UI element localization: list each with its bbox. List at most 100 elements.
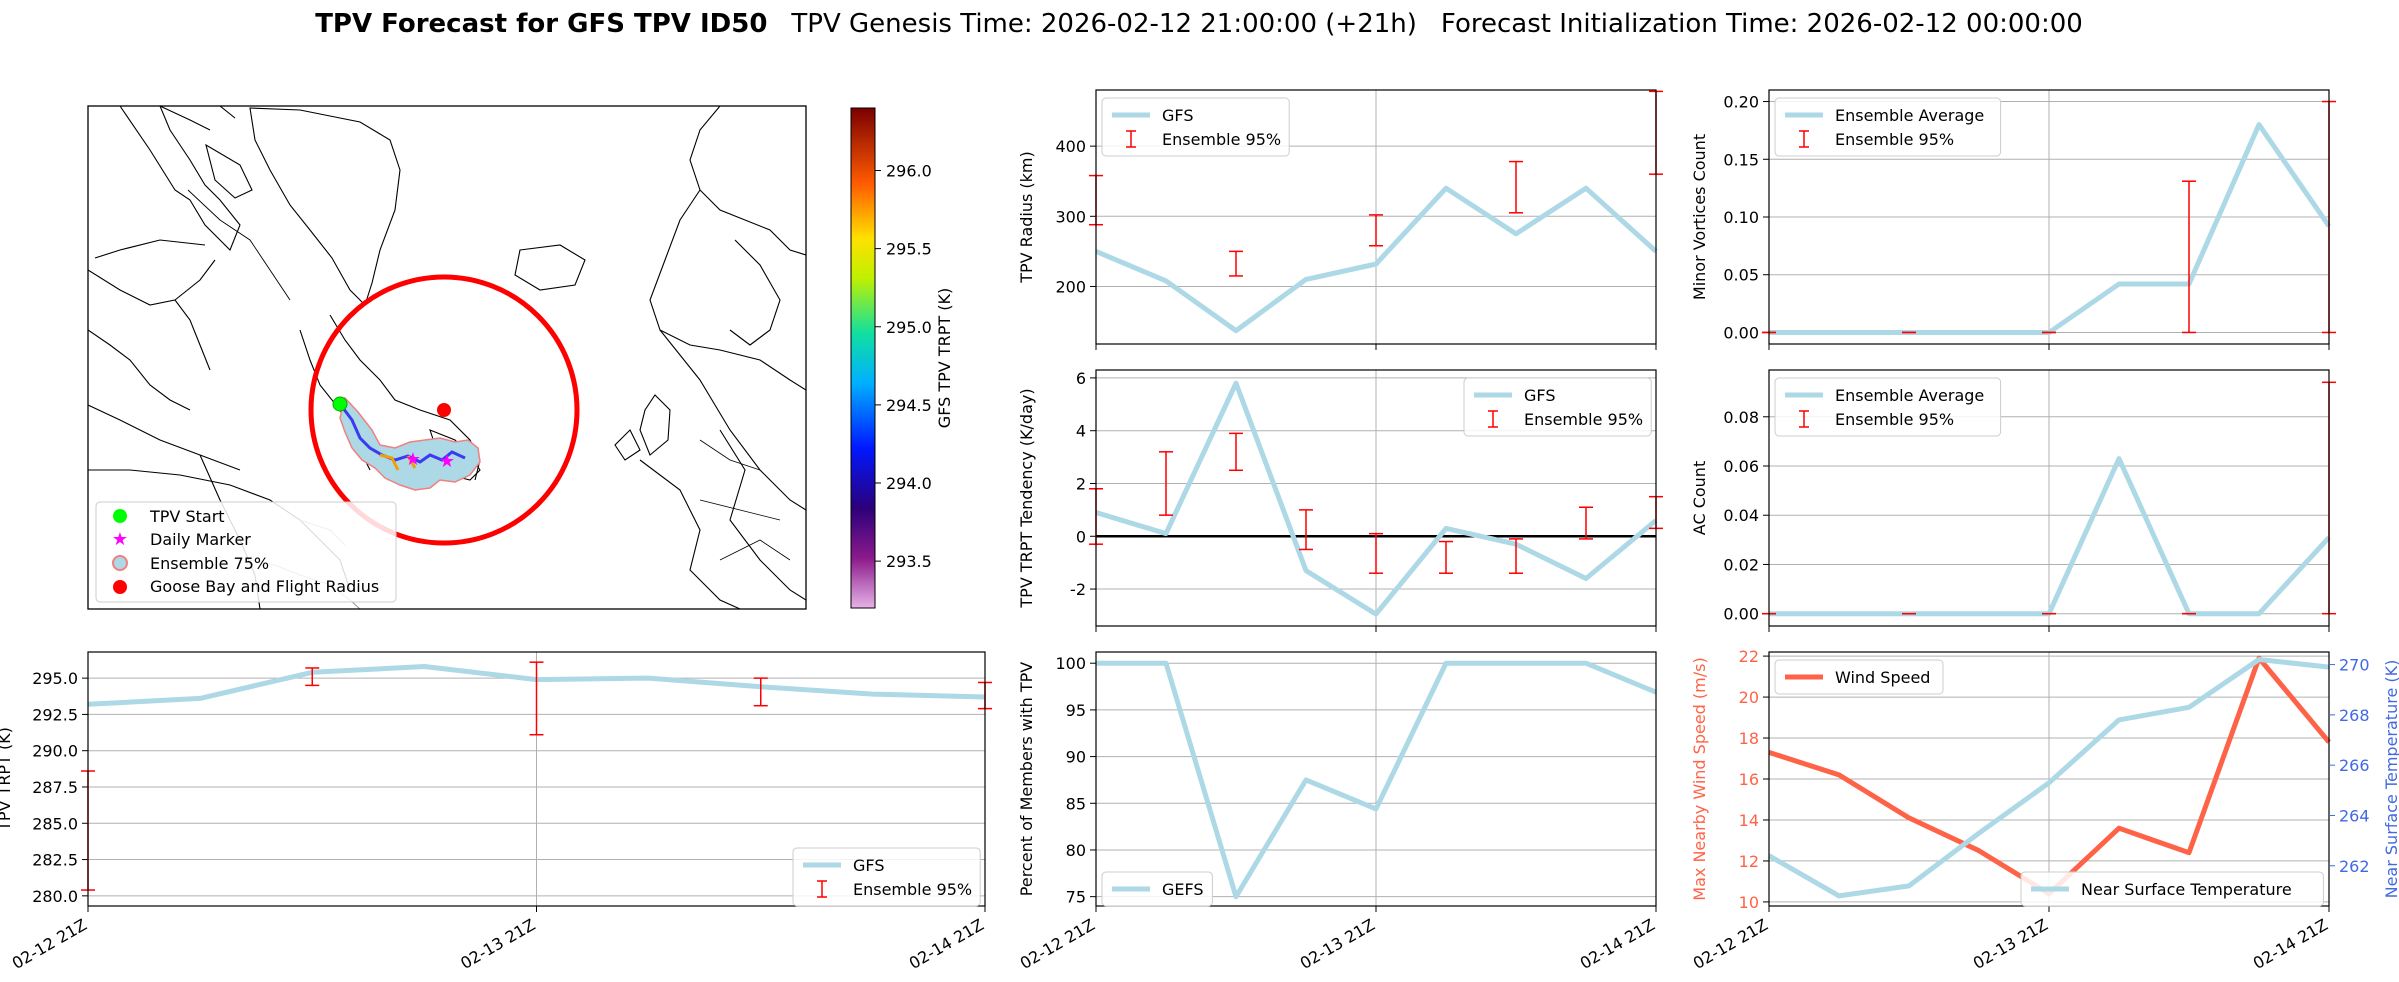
x-tick-label: 02-13 21Z [1970,915,2051,973]
legend-label: Daily Marker [150,530,251,549]
y-tick-label: 14 [1739,811,1759,830]
y-axis-label: TPV TRPT Tendency (K/day) [1017,388,1036,608]
legend-label: Ensemble 95% [1162,130,1281,149]
legend-label: GFS [853,856,884,875]
legend-label: Near Surface Temperature [2081,880,2292,899]
colorbar-tick-label: 296.0 [886,162,932,181]
map-panel: ★ ★ TPV Start ★ Daily Marker Ensemble 75… [87,105,954,610]
y-tick-label: 280.0 [32,887,78,906]
colorbar-tick-label: 293.5 [886,552,932,571]
y-tick-label: 75 [1066,888,1086,907]
map-legend: TPV Start ★ Daily Marker Ensemble 75% Go… [95,501,397,603]
legend-label: Ensemble 75% [150,554,269,573]
chart-tpv-trpt: 280.0 282.5 285.0 287.5 290.0 292.5 295.0 02-12… [0,651,992,973]
legend-label: Ensemble Average [1835,106,1984,125]
axes-frame [87,651,986,907]
y-tick-label: 12 [1739,852,1759,871]
colorbar-tick-label: 295.0 [886,318,932,337]
y-tick-label: 4 [1076,422,1086,441]
y-tick-label: 0.08 [1723,408,1759,427]
x-tick-label: 02-12 21Z [1017,915,1098,973]
y-axis-label: Max Nearby Wind Speed (m/s) [1690,657,1709,900]
y-axis-label: TPV Radius (km) [1017,151,1036,284]
y-tick-label: 0.15 [1723,150,1759,169]
series-line [1095,380,1658,617]
y-tick-label: 0.04 [1723,506,1759,525]
x-tick-label: 02-12 21Z [1690,915,1771,973]
chart-percent-members: 75 80 85 90 95 100 02-12 21Z 02-13 21Z 02-14 21Z… [1017,651,1658,973]
y-tick-label: 290.0 [32,742,78,761]
y-tick-label: 6 [1076,369,1086,388]
legend-tpv-start-icon [113,509,127,523]
y-tick-label: 80 [1066,841,1086,860]
y2-axis-label: Near Surface Temperature (K) [2382,660,2399,899]
legend-label: GFS [1162,106,1193,125]
legend-label: TPV Start [149,507,225,526]
y-tick-label: 10 [1739,893,1759,912]
y2-tick-label: 264 [2339,806,2370,825]
tpv-start-marker [332,396,348,412]
colorbar: 293.5 294.0 294.5 295.0 295.5 296.0 GFS TPV T… [850,107,954,609]
legend-label: Ensemble 95% [1835,130,1954,149]
series-line [1767,657,2330,899]
daily-marker: ★ [405,449,421,470]
title-init: Forecast Initialization Time: 2026-02-12… [1441,9,2083,39]
y-tick-label: 285.0 [32,814,78,833]
axes-frame [1768,369,2330,627]
y-tick-label: 0.00 [1723,605,1759,624]
legend-box [1774,377,2002,437]
flight-radius-circle [308,274,580,546]
chart-ac-count: 0.00 0.02 0.04 0.06 0.08 AC Count Ensemble Ave… [1690,369,2336,632]
legend-daily-star-icon: ★ [112,529,128,550]
y-tick-label: 300 [1055,207,1086,226]
y-tick-label: 0 [1076,527,1086,546]
title-bold: TPV Forecast for GFS TPV ID50 [315,9,767,39]
y-tick-label: 400 [1055,137,1086,156]
y-tick-label: 18 [1739,729,1759,748]
legend-box [1101,871,1213,907]
colorbar-label: GFS TPV TRPT (K) [935,288,954,428]
y-tick-label: 200 [1055,277,1086,296]
axes-frame [1095,369,1657,627]
chart-tpv-radius: 200 300 400 TPV Radius (km) GFS Ensemble 95% [1017,89,1663,350]
legend-label: GEFS [1162,880,1204,899]
y-tick-label: 0.06 [1723,457,1759,476]
legend-label: GFS [1524,386,1555,405]
ensemble-75-area [339,396,481,491]
y-tick-label: 90 [1066,748,1086,767]
y-tick-label: 16 [1739,770,1759,789]
legend-goose-bay-icon [113,580,127,594]
goose-bay-marker [437,403,451,417]
y-tick-label: -2 [1070,580,1086,599]
y-tick-label: 0.02 [1723,555,1759,574]
title-genesis: TPV Genesis Time: 2026-02-12 21:00:00 (+… [790,9,1417,39]
y-tick-label: 22 [1739,647,1759,666]
y-tick-label: 0.20 [1723,93,1759,112]
y-tick-label: 85 [1066,794,1086,813]
tpv-track [338,403,466,464]
chart-wind-temperature: 10 12 14 16 18 20 22 02-12 21Z 02-13 21Z 02-14 21… [1690,647,2399,973]
axes-frame [1095,89,1657,345]
legend-label: Ensemble 95% [1524,410,1643,429]
figure-title: TPV Forecast for GFS TPV ID50 TPV Genesis… [315,9,2083,39]
legend-box [1774,97,2002,157]
colorbar-tick-label: 295.5 [886,240,932,259]
legend-label: Wind Speed [1835,668,1930,687]
y-tick-label: 2 [1076,474,1086,493]
y2-tick-label: 266 [2339,756,2370,775]
y-axis-label: Percent of Members with TPV [1017,662,1036,896]
x-tick-label: 02-14 21Z [1577,915,1658,973]
y-tick-label: 287.5 [32,778,78,797]
y-axis-label: Minor Vortices Count [1690,134,1709,300]
y2-tick-label: 262 [2339,857,2370,876]
colorbar-tick-label: 294.0 [886,474,932,493]
axes-frame [1768,89,2330,345]
y-tick-label: 95 [1066,701,1086,720]
y-tick-label: 295.0 [32,669,78,688]
daily-marker: ★ [439,451,455,472]
x-tick-label: 02-14 21Z [906,915,987,973]
legend-box [2020,871,2324,907]
y-tick-label: 0.00 [1723,323,1759,342]
x-tick-label: 02-12 21Z [9,915,90,973]
